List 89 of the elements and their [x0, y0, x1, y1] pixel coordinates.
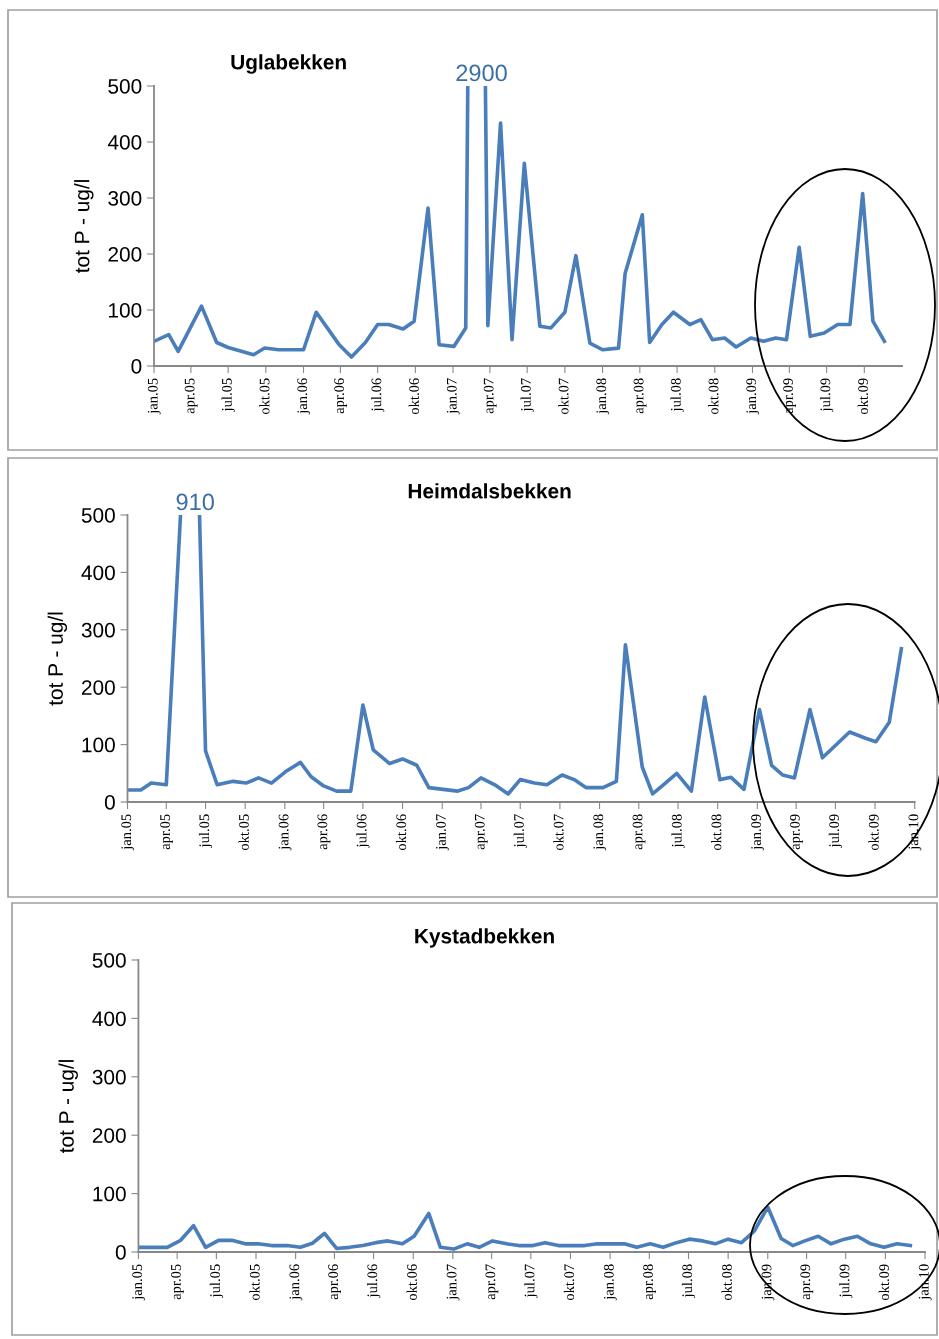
y-tick-label: 400 [107, 135, 142, 150]
y-tick-label: 300 [92, 1069, 126, 1085]
text: 910 [176, 493, 214, 511]
x-tick-label: jul.09 [828, 814, 842, 848]
x-tick-label: jul.08 [670, 378, 684, 412]
x-tick-label: okt.05 [238, 814, 249, 851]
chart-title: Kystadbekken [415, 928, 554, 948]
x-tick-label: okt.09 [857, 378, 869, 415]
y-axis-title: tot P - ug/l [74, 180, 94, 273]
y-tick-label: 200 [92, 1128, 126, 1143]
y-tick-label: 200 [81, 680, 115, 695]
x-tick-label: okt.05 [259, 378, 270, 415]
x-tick-label: apr.06 [317, 814, 331, 850]
x-tick-label: jan.10 [908, 814, 922, 851]
x-tick-label: jul.06 [356, 814, 370, 848]
x-tick-label: jul.05 [221, 378, 235, 412]
y-axis-title: tot P - ug/l [47, 612, 68, 706]
x-tick-label: jul.06 [371, 378, 385, 412]
x-tick-label: okt.08 [708, 378, 719, 415]
y-tick-label: 100 [82, 737, 115, 753]
x-tick-label: apr.05 [170, 1264, 184, 1300]
x-tick-label: okt.07 [553, 814, 564, 851]
y-tick-label: 500 [108, 79, 142, 94]
x-tick-label: jan.06 [278, 814, 292, 851]
x-tick-label: okt.08 [721, 1264, 732, 1301]
x-tick-label: jul.09 [820, 378, 834, 412]
y-tick-label: 100 [93, 1186, 126, 1202]
x-tick-label: jul.07 [513, 814, 527, 848]
x-tick-label: jan.05 [121, 814, 135, 851]
x-tick-label: jan.05 [147, 378, 161, 415]
y-tick-label: 0 [104, 795, 115, 810]
line-series [138, 1205, 913, 1251]
x-tick-label: okt.06 [395, 814, 407, 851]
y-tick-label: 400 [81, 565, 115, 581]
x-tick-label: jan.07 [446, 1264, 460, 1301]
x-tick-label: apr.07 [485, 1264, 499, 1300]
x-tick-label: jul.07 [520, 378, 534, 412]
x-tick-label: jul.09 [839, 1264, 853, 1298]
y-tick-label: 200 [108, 247, 142, 262]
y-tick-label: 0 [115, 1245, 126, 1260]
chart-title: Heimdalsbekken [408, 483, 571, 499]
x-tick-label: apr.07 [483, 378, 497, 414]
x-tick-label: apr.06 [328, 1264, 342, 1300]
x-tick-label: apr.06 [334, 378, 347, 414]
x-tick-label: apr.05 [160, 814, 173, 850]
chart-title: Uglabekken [231, 54, 346, 74]
y-axis-title: tot P - ug/l [58, 1060, 78, 1153]
y-tick-label: 500 [92, 953, 126, 968]
x-tick-label: apr.09 [789, 814, 803, 850]
y-tick-label: 400 [92, 1011, 126, 1027]
x-tick-label: jan.06 [297, 378, 311, 415]
x-tick-label: apr.09 [800, 1264, 814, 1300]
x-tick-label: jan.09 [746, 378, 760, 415]
text: 2900 [456, 64, 507, 82]
x-tick-label: jul.07 [524, 1264, 538, 1298]
y-tick-label: 300 [81, 622, 115, 638]
y-tick-label: 100 [109, 303, 142, 318]
x-tick-label: apr.08 [633, 378, 647, 414]
x-tick-label: okt.07 [563, 1264, 575, 1301]
x-tick-label: jul.05 [198, 814, 213, 848]
x-tick-label: jul.06 [366, 1264, 381, 1298]
x-tick-label: apr.09 [783, 378, 796, 414]
x-tick-label: jul.05 [209, 1264, 223, 1298]
x-tick-label: apr.08 [643, 1264, 656, 1300]
x-tick-label: okt.09 [868, 814, 879, 851]
y-tick-label: 500 [81, 508, 115, 523]
x-tick-label: okt.09 [878, 1264, 890, 1301]
x-tick-label: apr.08 [632, 814, 646, 850]
x-tick-label: jul.08 [681, 1264, 696, 1298]
x-tick-label: jan.07 [446, 378, 460, 415]
y-tick-label: 300 [108, 191, 142, 206]
x-tick-label: apr.07 [474, 814, 488, 850]
x-tick-label: okt.06 [408, 378, 420, 415]
x-tick-label: okt.07 [558, 378, 569, 415]
y-tick-label: 0 [131, 359, 142, 374]
x-tick-label: jan.07 [436, 814, 449, 851]
x-tick-label: okt.06 [406, 1264, 417, 1301]
x-tick-label: apr.05 [184, 378, 198, 414]
x-tick-label: jan.06 [289, 1264, 303, 1301]
x-tick-label: jan.05 [132, 1264, 146, 1301]
x-tick-label: jan.09 [751, 814, 764, 851]
x-tick-label: jan.09 [761, 1264, 775, 1301]
x-tick-label: jan.10 [918, 1264, 932, 1301]
x-tick-label: jan.08 [603, 1264, 617, 1301]
x-tick-label: jan.08 [596, 378, 610, 415]
x-tick-label: okt.05 [249, 1264, 260, 1301]
x-tick-label: jan.08 [593, 814, 607, 851]
x-tick-label: jul.08 [671, 814, 685, 848]
x-tick-label: okt.08 [711, 814, 722, 851]
